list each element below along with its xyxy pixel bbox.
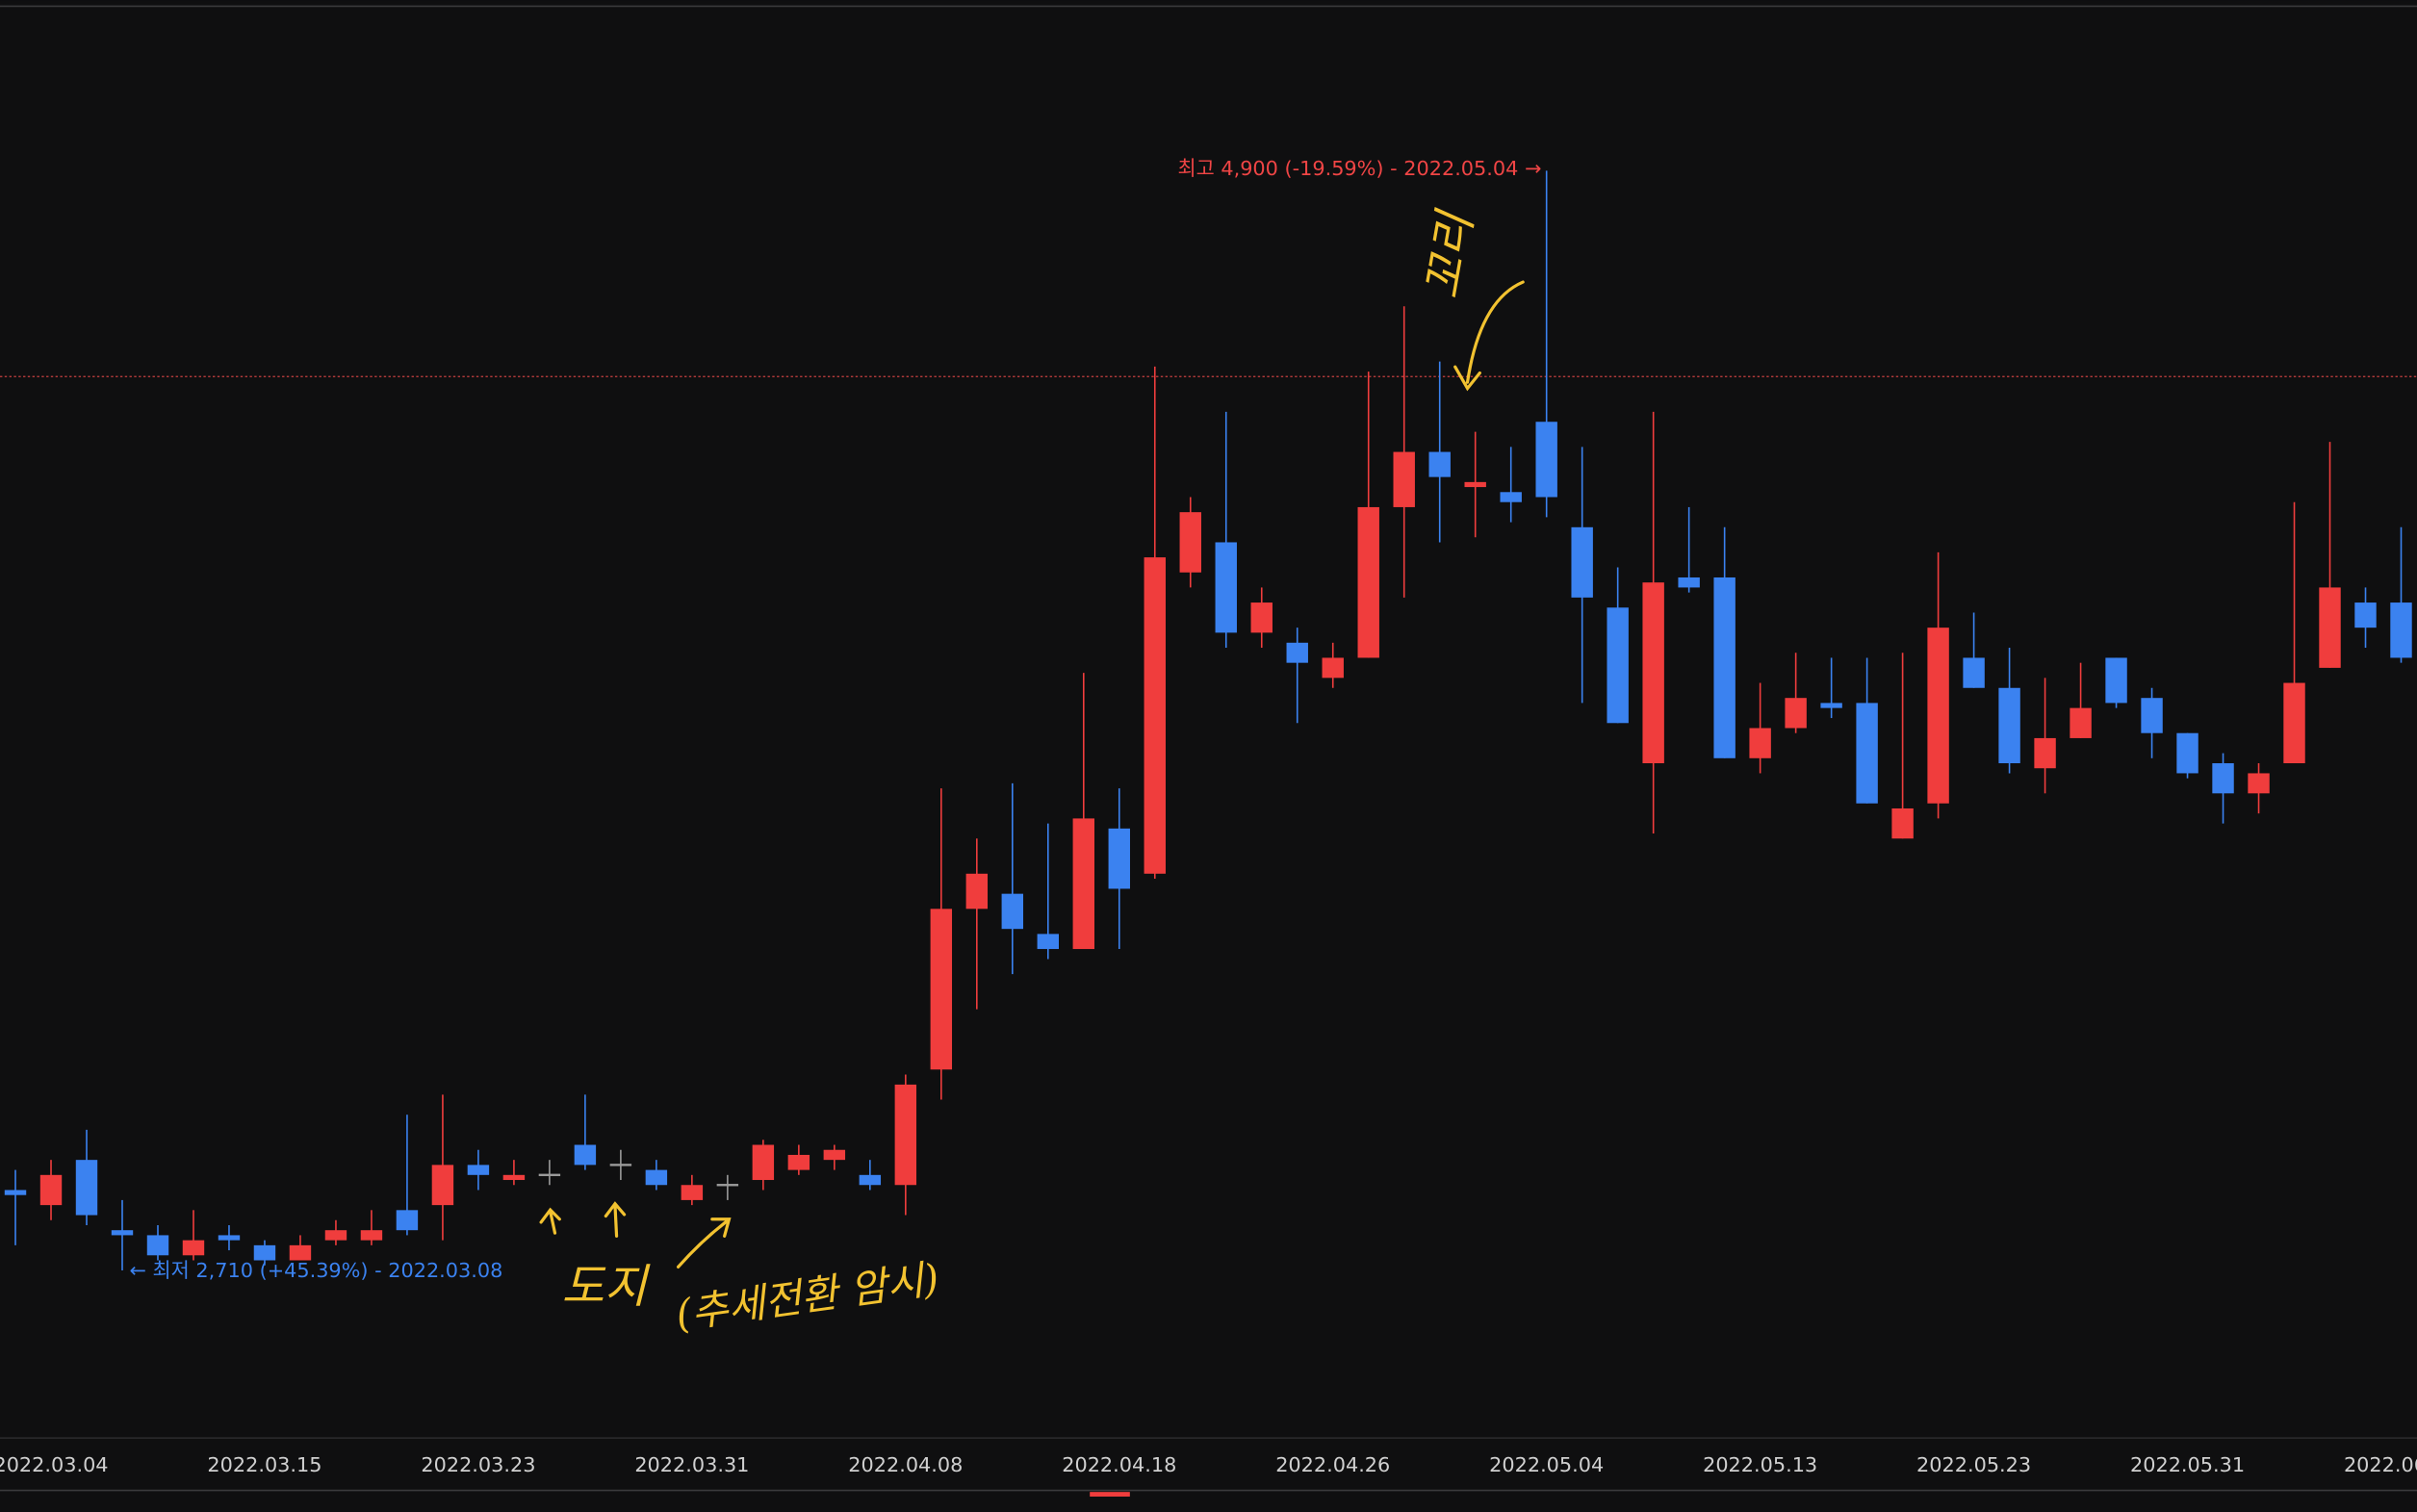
x-tick-label: 2022.03.04	[0, 1453, 109, 1476]
candle-body	[1357, 506, 1379, 658]
candle-body	[1749, 728, 1771, 758]
arrow	[604, 1201, 627, 1238]
candle-body	[1535, 422, 1557, 498]
candle-body	[396, 1210, 419, 1231]
scroll-indicator	[1090, 1492, 1130, 1497]
x-tick-label: 2022.05.04	[1489, 1453, 1604, 1476]
candle-body	[182, 1240, 205, 1256]
candle-body	[2390, 602, 2412, 658]
x-tick-label: 2022.04.18	[1062, 1453, 1176, 1476]
candle-body	[1286, 642, 1308, 663]
candle-body	[609, 1164, 632, 1166]
candle-body	[324, 1230, 347, 1241]
x-tick-label: 2022.05.23	[1916, 1453, 2031, 1476]
candle-body	[1464, 481, 1486, 488]
candle-body	[1785, 698, 1807, 729]
candle-body	[1179, 512, 1201, 573]
candle-body	[2319, 587, 2341, 668]
candle-body	[2354, 602, 2377, 628]
candle-body	[681, 1185, 704, 1200]
candle-body	[1678, 577, 1700, 588]
candle-body	[1998, 687, 2020, 764]
candle-body	[1891, 807, 1914, 839]
candle-body	[1072, 818, 1094, 950]
candle-body	[289, 1244, 312, 1261]
candle-body	[2176, 732, 2198, 774]
candle-body	[1856, 703, 1878, 804]
candle-body	[787, 1154, 810, 1170]
x-tick-label: 2022.03.15	[207, 1453, 321, 1476]
candle-body	[4, 1190, 27, 1195]
candle-body	[1642, 582, 1664, 764]
candle-body	[1571, 526, 1593, 598]
candle-body	[1963, 657, 1985, 688]
arrow	[1453, 280, 1525, 392]
candle-body	[502, 1174, 526, 1181]
candle-body	[965, 873, 989, 910]
candle-body	[1108, 828, 1130, 889]
arrow	[677, 1217, 732, 1269]
candle-body	[1820, 703, 1842, 708]
candle-body	[574, 1144, 597, 1166]
candle-body	[894, 1084, 917, 1186]
candle-body	[1250, 602, 1273, 633]
candle-body	[2141, 698, 2163, 733]
candle-body	[253, 1244, 276, 1261]
candle-body	[823, 1149, 846, 1161]
candle-body	[39, 1174, 63, 1206]
candle-body	[538, 1173, 561, 1177]
candle-body	[1713, 577, 1736, 758]
candle-body	[218, 1235, 241, 1241]
candle-body	[1001, 893, 1024, 930]
candle-body	[2034, 737, 2056, 769]
candle-body	[1428, 451, 1451, 477]
x-tick-label: 2022.04.08	[848, 1453, 963, 1476]
hand-arrows	[539, 280, 1525, 1269]
candle-body	[360, 1230, 383, 1241]
candle-body	[645, 1169, 668, 1186]
candle-body	[752, 1144, 775, 1181]
candle-body	[1393, 451, 1415, 507]
candle-body	[1215, 542, 1237, 633]
candle-body	[467, 1165, 490, 1175]
candle-body	[1607, 607, 1629, 724]
candle-body	[111, 1230, 134, 1236]
candle-body	[930, 909, 953, 1070]
candle-body	[431, 1165, 454, 1206]
candle-body	[1144, 557, 1166, 874]
candle-body	[2248, 773, 2270, 794]
candle-body	[859, 1174, 882, 1186]
candle-body	[2070, 707, 2092, 738]
plot: 2022.03.04 2022.03.15 2022.03.23 2022.03.31…	[0, 170, 2417, 1476]
arrow	[539, 1207, 561, 1235]
candle-body	[716, 1184, 739, 1187]
candle-body	[2283, 682, 2305, 764]
x-tick-label: 2022.04.26	[1275, 1453, 1390, 1476]
candle-body	[1500, 492, 1522, 502]
candle-body	[1037, 934, 1060, 950]
candle-body	[75, 1160, 98, 1216]
candle-body	[146, 1235, 169, 1256]
candle-body	[2105, 657, 2127, 704]
x-tick-label: 2022.03.23	[421, 1453, 535, 1476]
x-tick-label: 2022.05.13	[1703, 1453, 1817, 1476]
candle-body	[2212, 763, 2234, 794]
high-annotation: 최고 4,900 (-19.59%) - 2022.05.04 →	[1177, 157, 1541, 180]
x-tick-label: 2022.06.09	[2344, 1453, 2417, 1476]
handwriting: 도지	[562, 1260, 651, 1314]
x-tick-label: 2022.03.31	[634, 1453, 749, 1476]
x-tick-label: 2022.05.31	[2130, 1453, 2245, 1476]
low-annotation: ← 최저 2,710 (+45.39%) - 2022.03.08	[130, 1259, 503, 1282]
candle-body	[1927, 628, 1949, 804]
candle-body	[1322, 657, 1344, 679]
